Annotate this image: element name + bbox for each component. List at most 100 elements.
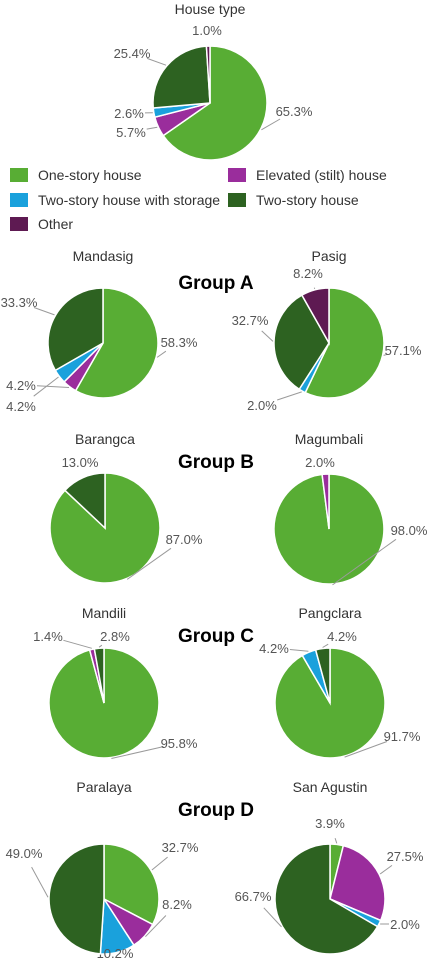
data-label-elevated: 27.5% — [387, 849, 424, 864]
data-label-two-story: 2.8% — [100, 629, 130, 644]
data-label-two-story: 33.3% — [1, 295, 38, 310]
label-leader-line — [151, 856, 168, 871]
data-label-one-story: 98.0% — [391, 523, 428, 538]
label-leader-line — [332, 538, 397, 586]
data-label-elevated: 5.7% — [116, 125, 146, 140]
pie-slice-two-story — [47, 287, 104, 372]
pie-slice-other — [300, 287, 330, 346]
legend-swatch-two-story-storage — [10, 193, 28, 207]
group-labels: Group A Group B Group C Group D — [178, 273, 254, 821]
legend-swatch-other — [10, 217, 28, 231]
data-label-two-story-storage: 4.2% — [259, 641, 289, 656]
pie-slice-elevated — [321, 473, 330, 530]
data-label-elevated: 2.0% — [305, 455, 335, 470]
data-label-one-story: 95.8% — [161, 736, 198, 751]
label-leader-line — [126, 547, 172, 580]
data-label-elevated: 8.2% — [162, 897, 192, 912]
pie-chart-pangclara: Pangclara 91.7% 4.2% 4.2% — [259, 605, 421, 759]
data-label-one-story: 32.7% — [162, 840, 199, 855]
pie-chart-san-agustin: San Agustin 3.9% 27.5% 2.0% 66.7% — [235, 779, 424, 955]
pie-slice-two-story — [48, 843, 105, 955]
label-leader-line — [145, 915, 167, 938]
label-leader-line — [379, 864, 393, 875]
label-leader-line — [31, 866, 49, 898]
data-label-two-story: 4.2% — [327, 629, 357, 644]
pie-slice-one-story — [304, 287, 385, 399]
label-leader-line — [263, 907, 282, 928]
chart-title: Mandasig — [73, 248, 134, 264]
chart-title: Paralaya — [76, 779, 131, 795]
data-label-one-story: 57.1% — [385, 343, 422, 358]
pie-slice-one-story — [162, 45, 268, 161]
label-leader-line — [277, 391, 302, 401]
label-leader-line — [146, 57, 167, 66]
data-label-one-story: 58.3% — [161, 335, 198, 350]
label-leader-line — [33, 307, 55, 316]
label-leader-line — [334, 838, 338, 844]
label-leader-line — [146, 126, 158, 130]
data-label-one-story: 91.7% — [384, 729, 421, 744]
pie-slice-one-story — [103, 843, 160, 926]
pie-slice-two-story — [63, 472, 106, 530]
pie-chart-mandili: Mandili 95.8% 1.4% 2.8% — [33, 605, 198, 759]
pie-chart-mandasig: Mandasig 58.3% 4.2% 4.2% 33.3% — [1, 248, 198, 414]
legend-label-other: Other — [38, 216, 73, 232]
pie-chart-magumbali: Magumbali 98.0% 2.0% — [273, 431, 428, 586]
data-label-other: 1.0% — [192, 23, 222, 38]
chart-title: Mandili — [82, 605, 126, 621]
data-label-other: 8.2% — [293, 266, 323, 281]
legend-swatch-elevated — [228, 168, 246, 182]
pie-slice-two-story — [274, 843, 379, 955]
data-label-two-story-storage: 2.0% — [390, 917, 420, 932]
chart-title: Pangclara — [298, 605, 361, 621]
pie-slice-two-story — [93, 647, 105, 704]
pie-chart-pasig: Pasig 57.1% 2.0% 32.7% 8.2% — [232, 248, 422, 413]
data-label-two-story: 49.0% — [6, 846, 43, 861]
group-label-b: Group B — [178, 452, 254, 473]
pie-slice-one-story — [74, 287, 159, 399]
chart-title: Magumbali — [295, 431, 363, 447]
data-label-two-story: 13.0% — [62, 455, 99, 470]
legend-label-one-story: One-story house — [38, 167, 142, 183]
label-leader-line — [261, 118, 281, 131]
label-leader-line — [261, 330, 274, 342]
label-leader-line — [289, 649, 309, 652]
data-label-elevated: 4.2% — [6, 378, 36, 393]
chart-title: Pasig — [311, 248, 346, 264]
data-label-two-story: 66.7% — [235, 889, 272, 904]
data-label-elevated: 1.4% — [33, 629, 63, 644]
data-label-two-story-storage: 10.2% — [97, 946, 134, 961]
legend-swatch-two-story — [228, 193, 246, 207]
data-label-two-story: 25.4% — [114, 46, 151, 61]
label-leader-line — [33, 376, 59, 397]
legend-label-two-story-storage: Two-story house with storage — [38, 192, 220, 208]
data-label-two-story-storage: 4.2% — [6, 399, 36, 414]
legend-swatch-one-story — [10, 168, 28, 182]
pie-chart-paralaya: Paralaya 32.7% 8.2% 10.2% 49.0% — [6, 779, 199, 961]
pie-slice-elevated — [329, 844, 386, 922]
label-leader-line — [156, 350, 167, 358]
chart-title: House type — [175, 1, 246, 17]
data-label-two-story-storage: 2.6% — [114, 106, 144, 121]
data-label-one-story: 3.9% — [315, 816, 345, 831]
pie-slice-two-story — [152, 45, 211, 109]
group-label-c: Group C — [178, 626, 254, 647]
legend: One-story house Elevated (stilt) house T… — [10, 167, 387, 232]
chart-title: Barangca — [75, 431, 135, 447]
label-leader-line — [383, 353, 388, 356]
data-label-one-story: 87.0% — [166, 532, 203, 547]
legend-label-elevated: Elevated (stilt) house — [256, 167, 387, 183]
data-label-two-story-storage: 2.0% — [247, 398, 277, 413]
label-leader-line — [111, 746, 164, 759]
label-leader-line — [322, 643, 329, 648]
pie-chart-house-type: House type 65.3% 5.7% 2.6% 25.4% 1.0% — [114, 1, 313, 161]
data-label-two-story: 32.7% — [232, 313, 269, 328]
chart-title: San Agustin — [293, 779, 368, 795]
pie-slice-other — [205, 45, 211, 104]
pie-slice-two-story — [273, 294, 330, 391]
label-leader-line — [63, 639, 92, 649]
label-leader-line — [98, 644, 103, 648]
data-label-one-story: 65.3% — [276, 104, 313, 119]
label-leader-line — [344, 741, 388, 758]
